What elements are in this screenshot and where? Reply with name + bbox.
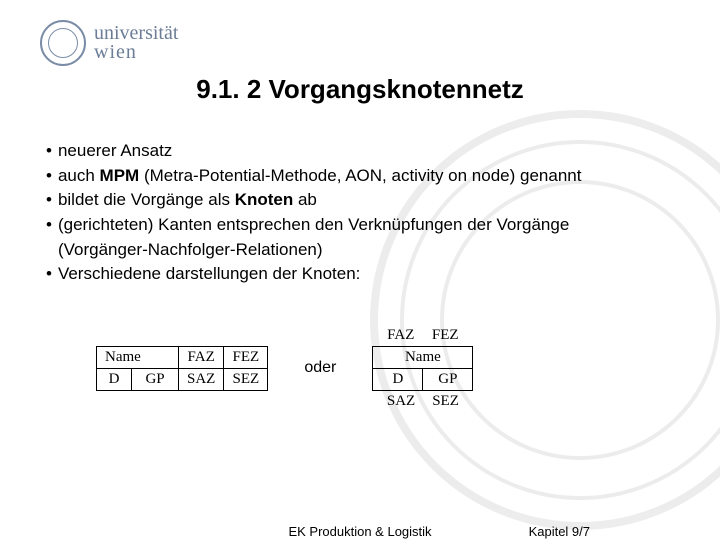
bullet-text: bildet die Vorgänge als Knoten ab: [58, 188, 317, 213]
bullet-text: (gerichteten) Kanten entsprechen den Ver…: [58, 213, 569, 262]
cell-fez: FEZ: [224, 346, 268, 368]
footer-chapter: Kapitel 9/7: [529, 524, 590, 539]
logo-seal-icon: [40, 20, 86, 66]
footer-course: EK Produktion & Logistik: [288, 524, 431, 539]
cell-saz: SAZ: [179, 368, 224, 390]
bullet-item: • (gerichteten) Kanten entsprechen den V…: [46, 213, 680, 262]
cell-gp: GP: [132, 368, 179, 390]
label-fez: FEZ: [432, 327, 459, 344]
cell-faz: FAZ: [179, 346, 224, 368]
logo-line2: wien: [94, 43, 178, 62]
cell-d: D: [97, 368, 132, 390]
bullet-text: Verschiedene darstellungen der Knoten:: [58, 262, 360, 287]
label-saz: SAZ: [387, 393, 415, 410]
bullet-item: • Verschiedene darstellungen der Knoten:: [46, 262, 680, 287]
node-representations: Name FAZ FEZ D GP SAZ SEZ oder FAZ FEZ N…: [96, 327, 680, 410]
slide-title: 9.1. 2 Vorgangsknotennetz: [40, 74, 680, 105]
bullet-text: auch MPM (Metra-Potential-Methode, AON, …: [58, 164, 582, 189]
bullet-list: • neuerer Ansatz • auch MPM (Metra-Poten…: [46, 139, 680, 287]
cell-d: D: [373, 368, 423, 390]
bullet-item: • neuerer Ansatz: [46, 139, 680, 164]
bullet-item: • bildet die Vorgänge als Knoten ab: [46, 188, 680, 213]
cell-name: Name: [97, 346, 179, 368]
cell-sez: SEZ: [224, 368, 268, 390]
slide-content: universität wien 9.1. 2 Vorgangsknotenne…: [0, 0, 720, 540]
label-faz: FAZ: [387, 327, 414, 344]
cell-gp: GP: [423, 368, 473, 390]
bullet-text: neuerer Ansatz: [58, 139, 172, 164]
label-sez: SEZ: [432, 393, 459, 410]
bullet-item: • auch MPM (Metra-Potential-Methode, AON…: [46, 164, 680, 189]
node-table-b: FAZ FEZ Name D GP SAZ SEZ: [372, 327, 473, 410]
node-table-a: Name FAZ FEZ D GP SAZ SEZ: [96, 346, 268, 391]
university-logo: universität wien: [40, 20, 680, 66]
cell-name: Name: [373, 346, 473, 368]
logo-text: universität wien: [94, 24, 178, 62]
connector-text: oder: [304, 359, 336, 377]
